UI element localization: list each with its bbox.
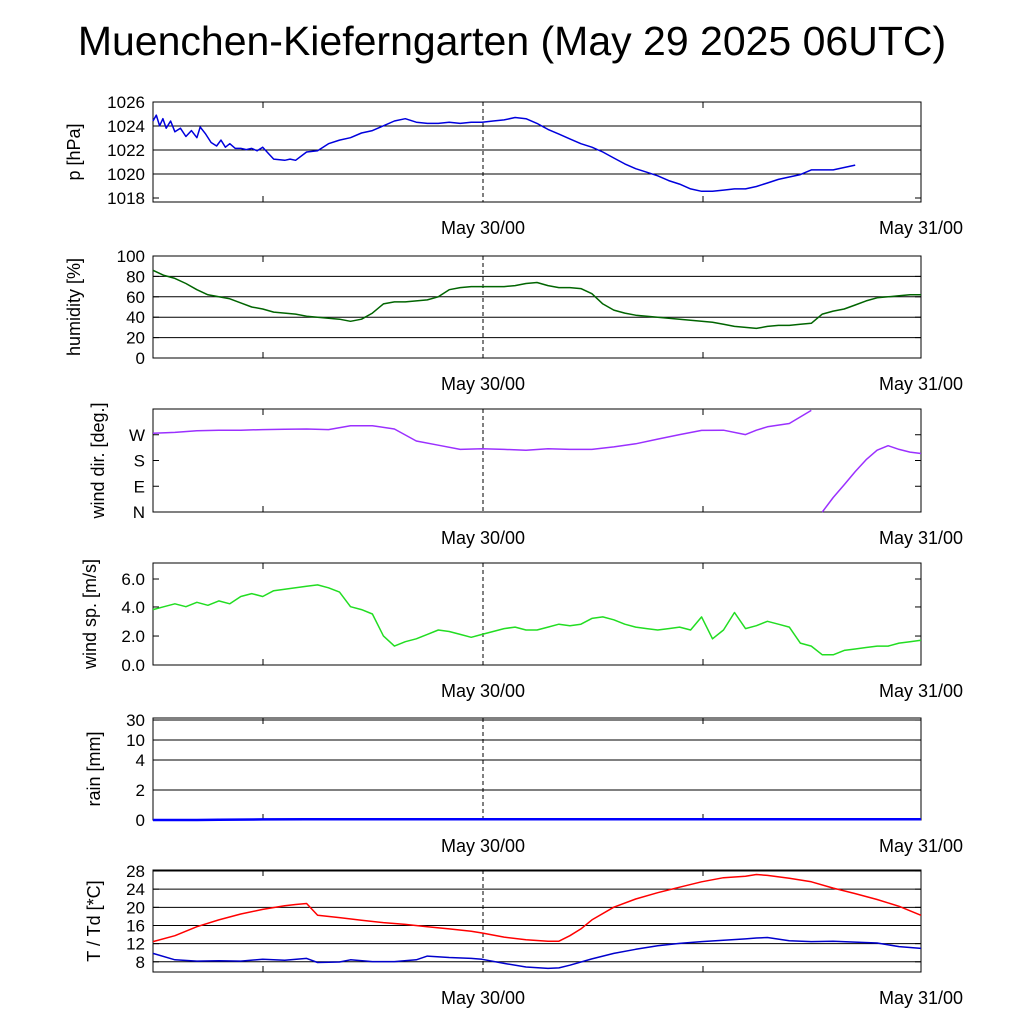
- plot-frame: [152, 408, 922, 513]
- x-tick-label: May 30/00: [441, 836, 525, 856]
- y-axis-label: humidity [%]: [64, 258, 84, 356]
- x-tick-label: May 30/00: [441, 988, 525, 1008]
- x-tick-label: May 31/00: [879, 528, 963, 548]
- y-tick-label: S: [134, 452, 145, 471]
- plot-frame: [152, 869, 922, 973]
- series-line: [152, 584, 922, 656]
- panel-4: 6.0 4.0 2.0 0.0 wind sp. [m/s] May 30/00 May 3…: [80, 559, 963, 701]
- y-axis-label: wind dir. [deg.]: [88, 402, 108, 519]
- series-line: [152, 114, 856, 193]
- y-tick-label: 1020: [107, 165, 145, 184]
- y-tick-label: 20: [126, 329, 145, 348]
- y-tick-label: 16: [126, 916, 145, 935]
- y-tick-label: 20: [126, 898, 145, 917]
- series-line-td: [152, 936, 922, 970]
- y-axis-label: wind sp. [m/s]: [80, 559, 100, 670]
- y-tick-label: W: [129, 426, 145, 445]
- y-tick-label: 8: [136, 953, 145, 972]
- x-tick-label: May 30/00: [441, 528, 525, 548]
- x-tick-label: May 30/00: [441, 218, 525, 238]
- x-tick-label: May 31/00: [879, 218, 963, 238]
- plot-frame: [152, 562, 922, 666]
- y-axis-label: p [hPa]: [64, 123, 84, 180]
- plot-frame: [152, 101, 922, 203]
- y-tick-label: 60: [126, 288, 145, 307]
- x-tick-label: May 30/00: [441, 374, 525, 394]
- y-tick-label: 0: [136, 811, 145, 830]
- y-tick-label: 2: [136, 781, 145, 800]
- y-tick-label: 1024: [107, 117, 145, 136]
- y-tick-label: 24: [126, 880, 145, 899]
- x-tick-label: May 31/00: [879, 681, 963, 701]
- y-axis-label: rain [mm]: [84, 731, 104, 806]
- y-tick-label: 1018: [107, 189, 145, 208]
- y-tick-label: 6.0: [121, 570, 145, 589]
- y-tick-label: 1022: [107, 141, 145, 160]
- y-tick-label: 2.0: [121, 627, 145, 646]
- y-tick-label: 30: [126, 711, 145, 730]
- chart-title: Muenchen-Kieferngarten (May 29 2025 06UT…: [77, 18, 947, 64]
- y-tick-label: 40: [126, 308, 145, 327]
- y-tick-label: E: [134, 477, 145, 496]
- y-tick-label: 100: [117, 247, 145, 266]
- x-tick-label: May 31/00: [879, 988, 963, 1008]
- series-line: [152, 269, 921, 330]
- series-line: [152, 409, 812, 451]
- series-line: [153, 818, 921, 822]
- plot-frame: [152, 717, 922, 821]
- y-tick-label: 28: [126, 862, 145, 881]
- series-line-t: [152, 873, 922, 943]
- panel-1: 1026 1024 1022 1020 1018 p [hPa] May 30/00 May …: [64, 93, 963, 238]
- plot-frame: [152, 255, 922, 359]
- y-tick-label: 0: [136, 349, 145, 368]
- y-tick-label: 4.0: [121, 598, 145, 617]
- x-tick-label: May 31/00: [879, 374, 963, 394]
- y-tick-label: 12: [126, 935, 145, 954]
- y-tick-label: 0.0: [121, 656, 145, 675]
- y-tick-label: 10: [126, 731, 145, 750]
- x-tick-label: May 31/00: [879, 836, 963, 856]
- y-axis-label: T / Td [*C]: [84, 880, 104, 961]
- y-tick-label: 1026: [107, 93, 145, 112]
- y-tick-label: 4: [136, 751, 145, 770]
- y-tick-label: 80: [126, 267, 145, 286]
- y-tick-label: N: [133, 503, 145, 522]
- series-line: [821, 444, 922, 513]
- x-tick-label: May 30/00: [441, 681, 525, 701]
